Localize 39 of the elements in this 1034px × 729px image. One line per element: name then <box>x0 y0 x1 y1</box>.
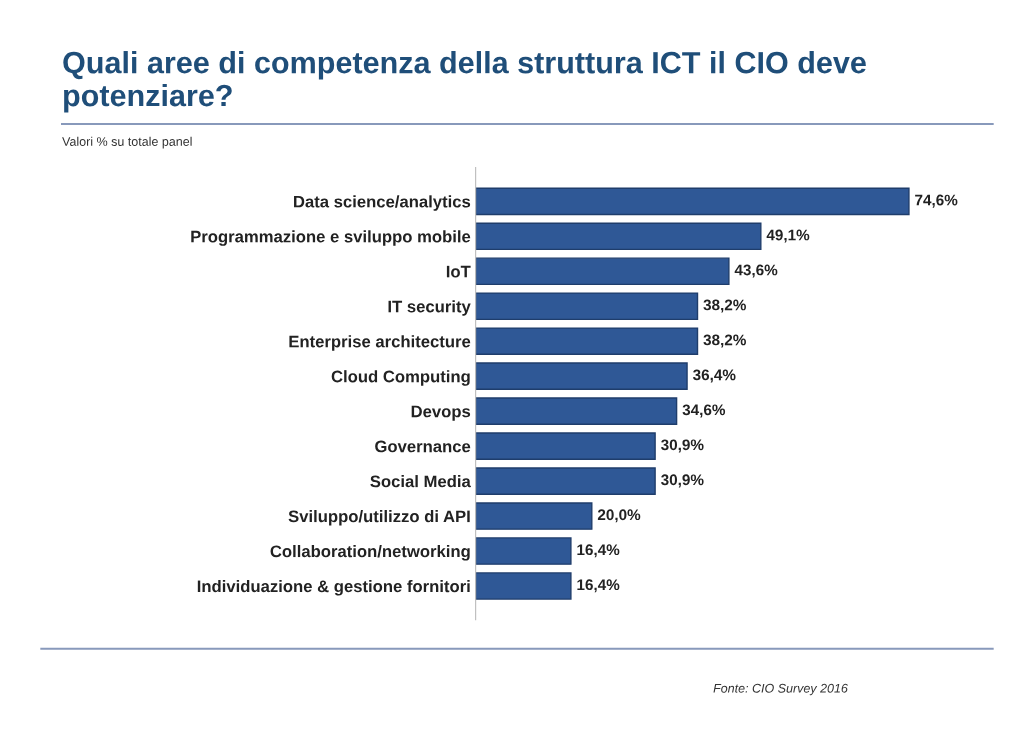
bar <box>475 467 656 495</box>
source-note: Fonte: CIO Survey 2016 <box>713 683 848 696</box>
y-tick-label: IoT <box>446 265 471 278</box>
data-label: 16,4% <box>577 579 620 593</box>
y-tick-label: IT security <box>388 300 471 316</box>
bar <box>475 222 762 251</box>
data-label: 74,6% <box>915 194 958 208</box>
y-tick-label: Data science/analytics <box>294 195 471 211</box>
bar <box>475 257 730 286</box>
chart-title: Quali aree di competenza della struttura ICT il CIO deve potenziare? <box>63 51 866 113</box>
y-tick-label: Programmazione e sviluppo mobile <box>191 230 471 246</box>
data-label: 43,6% <box>734 264 778 278</box>
bar <box>475 187 910 216</box>
bar <box>475 432 656 460</box>
data-label: 20,0% <box>597 509 641 523</box>
y-tick-label: Individuazione & gestione fornitori <box>197 579 470 596</box>
bar <box>475 327 699 356</box>
y-tick-label: Social Media <box>370 475 471 488</box>
bar <box>475 362 688 390</box>
bar <box>475 537 572 565</box>
bar <box>475 397 678 425</box>
data-label: 16,4% <box>577 544 620 558</box>
y-tick-label: Governance <box>375 440 471 453</box>
y-tick-label: Enterprise architecture <box>289 335 471 351</box>
y-tick-label: Sviluppo/utilizzo di API <box>288 510 470 526</box>
data-label: 38,2% <box>703 299 746 313</box>
bar <box>475 292 699 321</box>
y-tick-label: Collaboration/networking <box>270 544 470 561</box>
data-label: 34,6% <box>682 404 726 418</box>
data-label: 49,1% <box>766 229 810 243</box>
text: Valori % su totale panel <box>62 136 192 149</box>
bar <box>475 502 593 530</box>
data-label: 38,2% <box>703 334 746 348</box>
data-label: 30,9% <box>661 439 704 453</box>
bar <box>475 572 572 600</box>
y-tick-label: Cloud Computing <box>331 370 470 386</box>
y-tick-label: Devops <box>411 405 471 421</box>
data-label: 30,9% <box>661 474 704 488</box>
data-label: 36,4% <box>692 369 736 383</box>
